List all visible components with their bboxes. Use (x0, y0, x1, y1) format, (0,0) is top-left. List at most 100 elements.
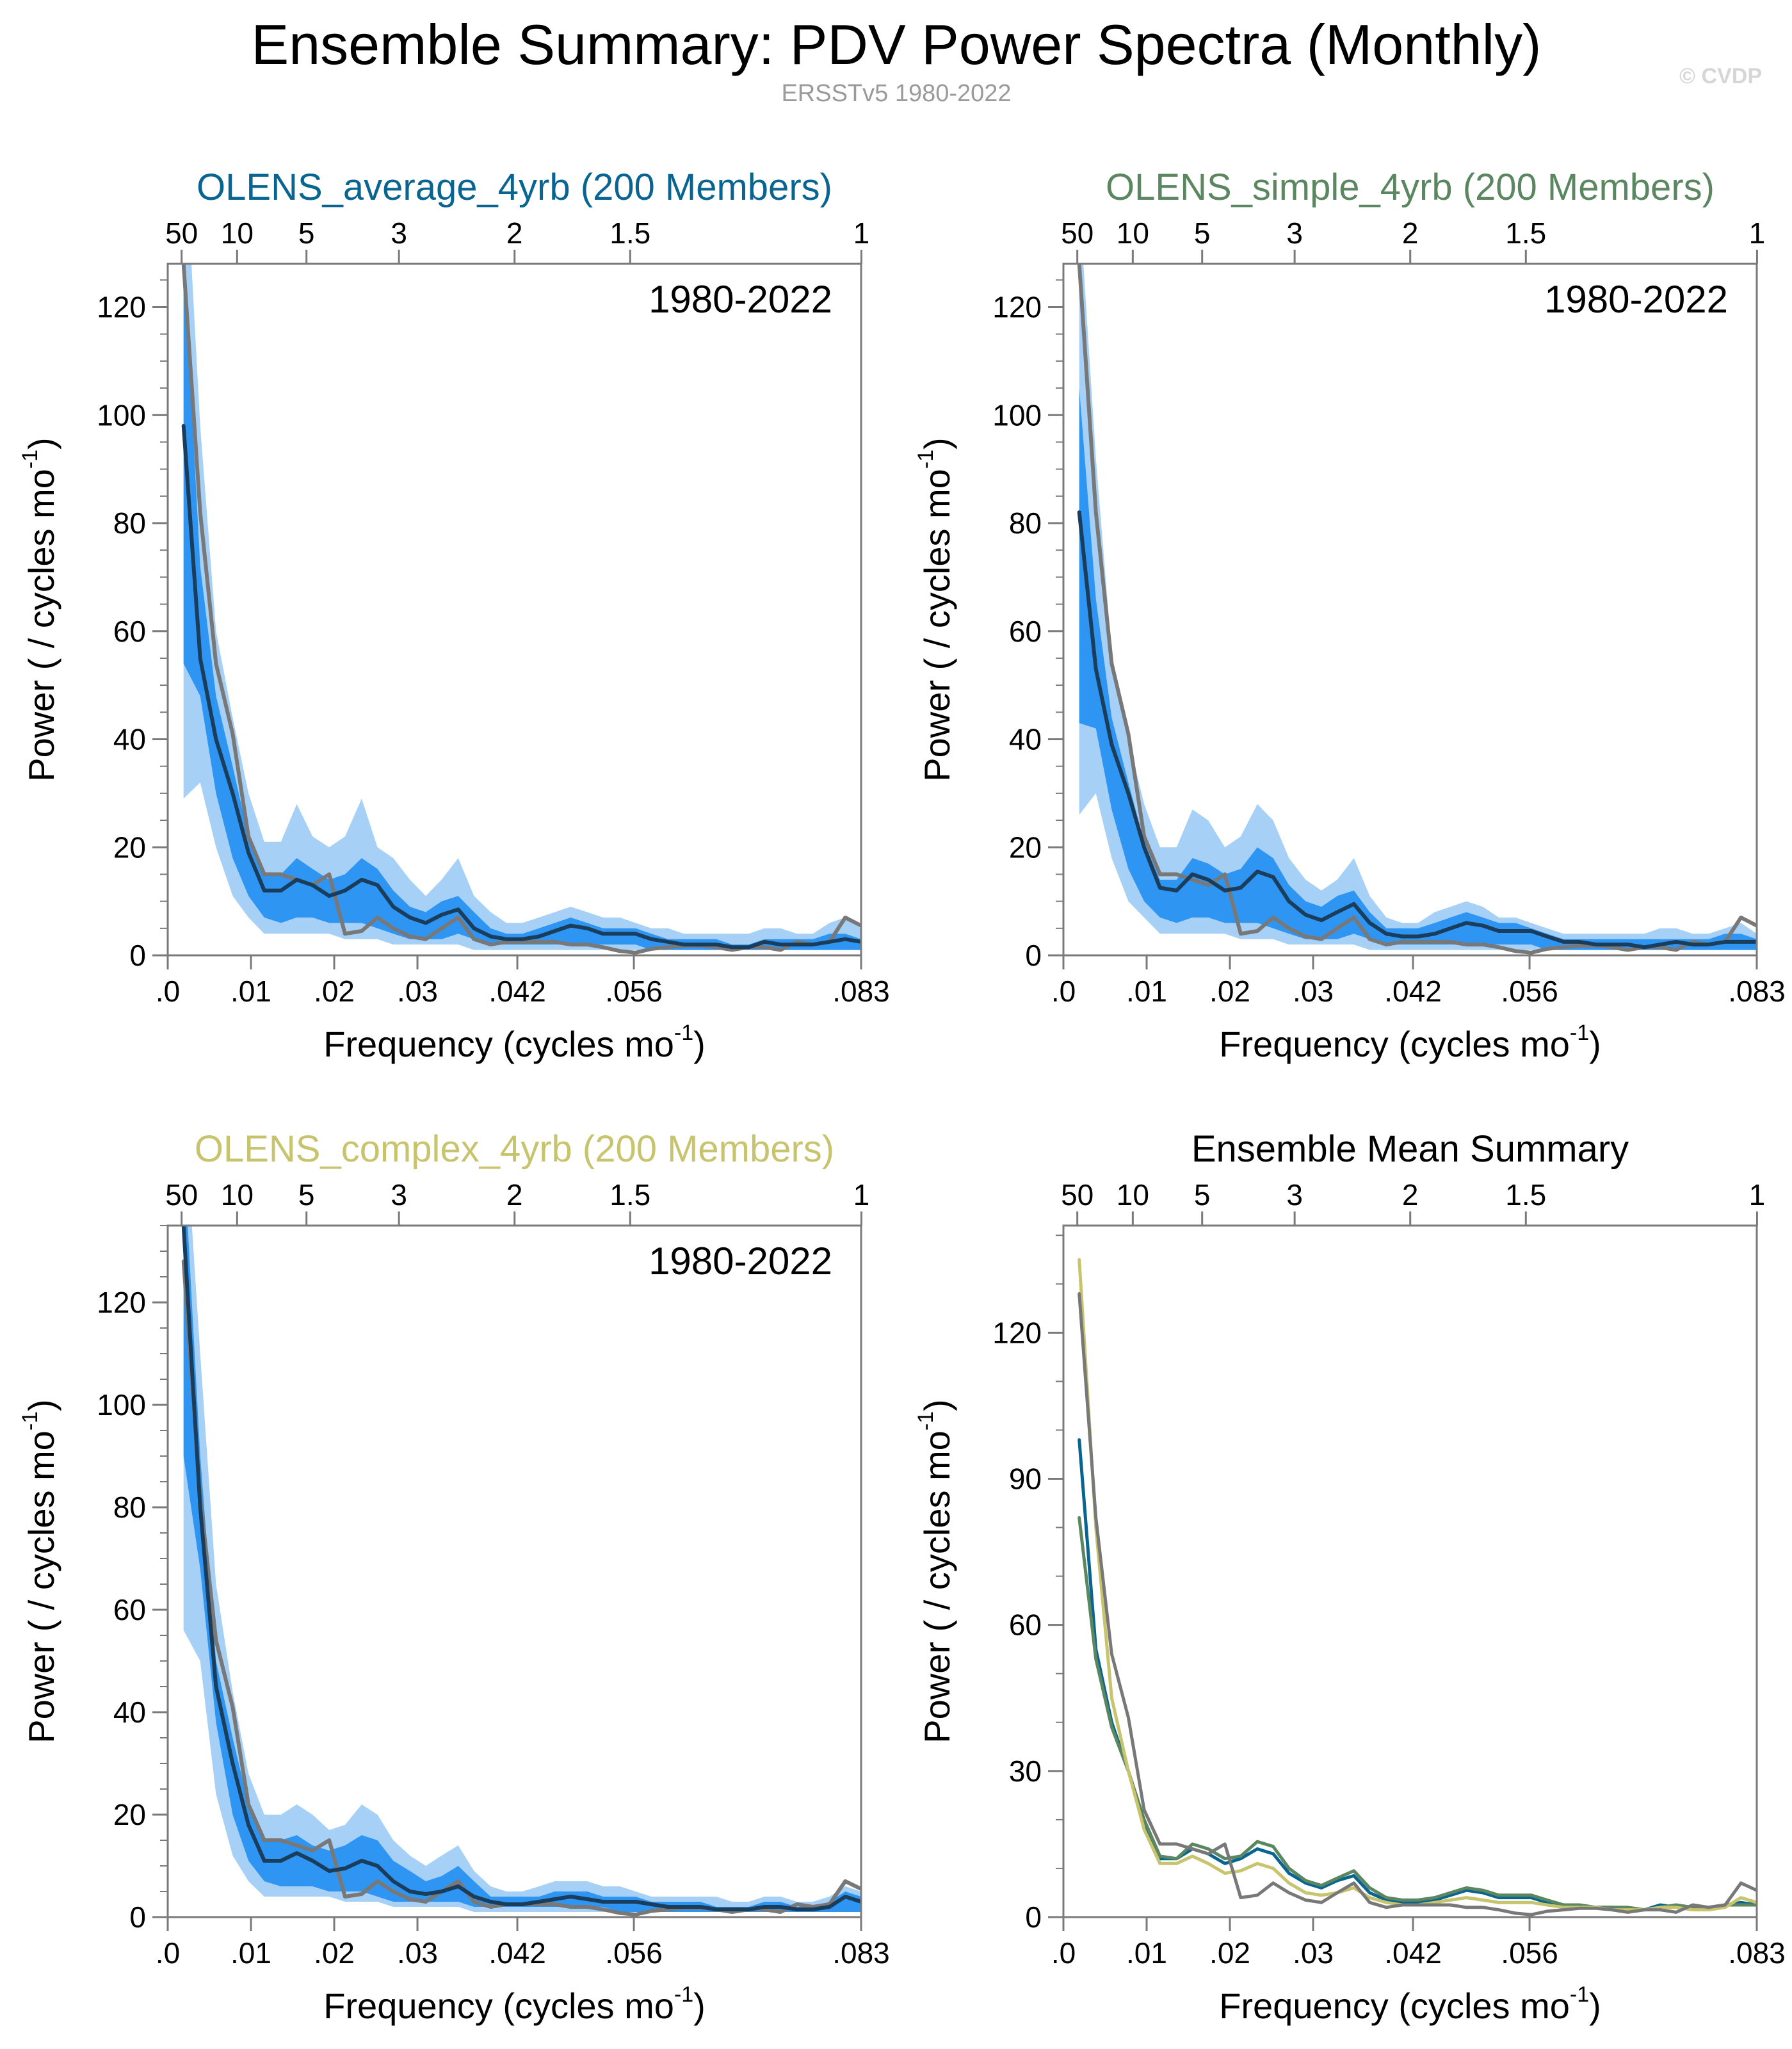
x-axis-label-sup: -1 (1570, 1982, 1589, 2007)
x-tick-label: .042 (1384, 1936, 1442, 1970)
plot-frame (166, 1224, 862, 1918)
spread-band-outer (183, 1226, 861, 1912)
plot-area-simple (1077, 264, 1757, 955)
chart-panel-simple: 0 20 40 60 80 100 120 .0 .01 .02 .03 .042 .056 .083 50… (914, 166, 1786, 1064)
period-label: 1980-2022 (1544, 278, 1728, 321)
y-tick-label: 60 (1009, 1608, 1042, 1642)
period-tick-label: 5 (298, 1178, 315, 1211)
y-tick-label: 30 (1009, 1754, 1042, 1788)
period-tick-label: 1.5 (1505, 1178, 1546, 1211)
x-tick-label: .056 (605, 975, 663, 1008)
x-tick-label: .056 (1501, 1936, 1558, 1970)
series-line-olens-simple-4yrb (1078, 1516, 1757, 1912)
y-axis-label-main: Power ( / cycles mo (917, 469, 957, 782)
y-tick-label: 60 (113, 1593, 146, 1626)
series-line-olens-complex-4yrb (1078, 1258, 1757, 1912)
ensemble-mean-line (181, 424, 861, 950)
y-axis-label-main: Power ( / cycles mo (917, 1430, 957, 1744)
x-tick-label: .02 (314, 975, 355, 1008)
y-axis-label: Power ( / cycles mo-1) (18, 437, 61, 781)
period-tick-label: 50 (1061, 216, 1094, 250)
spread-band-inner (183, 264, 861, 950)
y-axis-label-end: ) (21, 1399, 61, 1411)
x-tick-label: .02 (1209, 975, 1250, 1008)
y-axis-label-end: ) (21, 437, 61, 449)
y-axis-label-end: ) (917, 437, 957, 449)
period-tick-label: 10 (1117, 216, 1149, 250)
y-tick-label: 40 (113, 723, 146, 756)
figure-subtitle: ERSST​v5 1980-2022 (781, 80, 1011, 107)
x-tick-label: .01 (1126, 975, 1167, 1008)
x-axis-label-main: Frequency (cycles mo (1219, 1024, 1570, 1064)
y-tick-label: 60 (1009, 615, 1042, 648)
period-tick-label: 3 (391, 216, 407, 250)
x-axis-label-main: Frequency (cycles mo (1219, 1986, 1570, 2026)
period-tick-label: 10 (221, 1178, 254, 1211)
y-tick-label: 20 (113, 1798, 146, 1831)
period-tick-label: 50 (165, 1178, 198, 1211)
x-tick-label: .0 (1051, 975, 1076, 1008)
x-axis-label: Frequency (cycles mo-1) (1219, 1982, 1601, 2026)
x-axis-label-end: ) (1589, 1024, 1601, 1064)
y-tick-label: 90 (1009, 1462, 1042, 1495)
chart-panel-average: 0 20 40 60 80 100 120 .0 .01 .02 .03 .042 .056 .083 50… (18, 166, 890, 1064)
figure-title: Ensemble Summary: PDV Power Spectra (Mon… (252, 13, 1542, 76)
x-tick-label: .056 (1501, 975, 1558, 1008)
y-axis-label: Power ( / cycles mo-1) (914, 1399, 957, 1743)
x-axis-label-sup: -1 (674, 1021, 693, 1045)
x-axis-label-end: ) (693, 1986, 706, 2026)
period-tick-label: 2 (506, 1178, 523, 1211)
x-tick-label: .083 (832, 1936, 890, 1970)
panel-title: OLENS_average_4yrb (200 Members) (197, 166, 832, 208)
y-tick-label: 120 (992, 1316, 1042, 1349)
plot-frame (1062, 1224, 1758, 1918)
x-tick-label: .083 (1728, 975, 1786, 1008)
y-axis-label-sup: -1 (18, 449, 42, 469)
x-tick-label: .083 (832, 975, 890, 1008)
panel-title: OLENS_simple_4yrb (200 Members) (1106, 166, 1715, 208)
y-tick-label: 100 (992, 398, 1042, 432)
y-tick-label: 80 (113, 506, 146, 540)
x-axis-label-main: Frequency (cycles mo (323, 1986, 674, 2026)
period-tick-label: 1.5 (609, 1178, 650, 1211)
x-tick-label: .042 (488, 1936, 546, 1970)
x-tick-label: .03 (1293, 975, 1334, 1008)
chart-panel-complex: 0 20 40 60 80 100 120 .0 .01 .02 .03 .042 .056 .083 50… (18, 1128, 890, 2026)
period-tick-label: 2 (1402, 1178, 1419, 1211)
x-tick-label: .0 (156, 975, 180, 1008)
period-tick-label: 2 (506, 216, 523, 250)
spread-band-inner (183, 1226, 861, 1912)
x-tick-label: .02 (1209, 1936, 1250, 1970)
spread-band-inner (1079, 388, 1757, 950)
x-axis-label: Frequency (cycles mo-1) (323, 1021, 706, 1064)
y-tick-label: 120 (992, 291, 1042, 324)
x-axis-label: Frequency (cycles mo-1) (323, 1982, 706, 2026)
period-label: 1980-2022 (649, 1240, 832, 1283)
x-tick-label: .0 (156, 1936, 180, 1970)
y-axis-label-sup: -1 (914, 1411, 938, 1430)
y-axis-label-end: ) (917, 1399, 957, 1411)
period-tick-label: 1 (1749, 1178, 1766, 1211)
x-tick-label: .01 (230, 975, 271, 1008)
x-axis-label-end: ) (1589, 1986, 1601, 2026)
period-tick-label: 3 (1286, 216, 1303, 250)
period-tick-label: 50 (165, 216, 198, 250)
y-tick-label: 120 (97, 291, 146, 324)
x-tick-label: .0 (1051, 1936, 1076, 1970)
y-tick-label: 60 (113, 615, 146, 648)
y-tick-label: 0 (129, 939, 146, 972)
period-tick-label: 5 (1194, 216, 1211, 250)
period-tick-label: 5 (298, 216, 315, 250)
series-line-ersstv5 (1078, 1292, 1757, 1916)
y-tick-label: 40 (1009, 723, 1042, 756)
y-axis-label-main: Power ( / cycles mo (21, 469, 61, 782)
ensemble-mean-line (1077, 510, 1757, 950)
period-tick-label: 3 (391, 1178, 407, 1211)
panels-group: 020406080100120.0.01.02.03.042.056.08350… (18, 166, 1786, 2026)
period-tick-label: 10 (221, 216, 254, 250)
ensemble-mean-line (181, 1226, 861, 1911)
x-tick-label: .02 (314, 1936, 355, 1970)
x-tick-label: .03 (397, 975, 438, 1008)
copyright-watermark: © CVDP (1679, 64, 1762, 88)
